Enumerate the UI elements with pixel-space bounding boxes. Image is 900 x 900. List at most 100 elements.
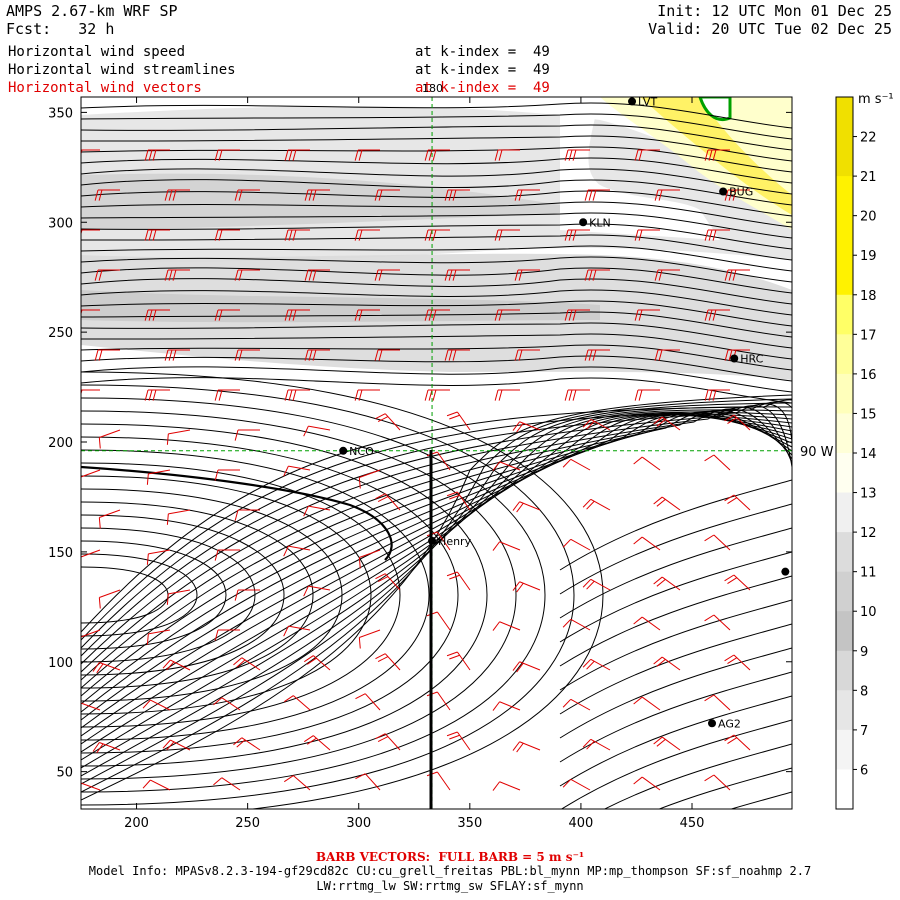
wind-barb-flag (728, 269, 733, 281)
wind-barb (359, 629, 381, 638)
colorbar-label: 10 (860, 605, 877, 620)
wind-barb-flag (584, 189, 589, 201)
colorbar-swatch (836, 690, 853, 731)
wind-barb (81, 702, 101, 711)
wind-barb-flag (446, 411, 458, 417)
wind-barb-flag (234, 349, 239, 361)
wind-barb-flag (452, 189, 457, 201)
wind-barb-flag (494, 389, 499, 401)
station-marker (628, 97, 637, 106)
streamline (559, 671, 792, 763)
wind-barb-flag (172, 189, 177, 201)
wind-barb-flag (582, 578, 592, 588)
station-label: HRC (740, 353, 763, 366)
streamline-axis-bold (81, 465, 393, 561)
wind-barb-flag (377, 656, 389, 663)
wind-barb-flag (288, 309, 293, 321)
colorbar-swatch (836, 611, 853, 652)
streamline (81, 179, 792, 206)
streamline (81, 256, 792, 283)
field-level-streamlines: at k-index = 49 (415, 62, 550, 78)
model-title: AMPS 2.67-km WRF SP (6, 2, 178, 20)
wind-barb-flag (724, 414, 735, 422)
wind-barb-flag (358, 309, 363, 321)
colorbar-label: 21 (860, 170, 877, 185)
wind-barb-flag (656, 739, 666, 747)
wind-barb-flag (633, 776, 643, 785)
wind-barb-flag (449, 574, 460, 580)
wind-barb-flag (172, 349, 177, 361)
wind-barb-flag (284, 389, 289, 401)
wind-barb-flag (512, 501, 521, 511)
valid-time: Valid: 20 UTC Tue 02 Dec 25 (648, 20, 892, 38)
station-label: AG2 (718, 717, 741, 730)
wind-barb-flag (238, 269, 243, 281)
colorbar-swatch (836, 294, 853, 335)
wind-barb-flag (712, 229, 717, 241)
wind-barb-flag (378, 349, 383, 361)
wind-barb-flag (283, 775, 294, 783)
wind-barb (359, 469, 381, 478)
streamline (81, 333, 792, 360)
wind-barb-flag (213, 697, 223, 706)
streamline (81, 411, 792, 761)
wind-barb-flag (562, 538, 572, 548)
wind-barb-flag (564, 389, 569, 401)
wind-barb-flag (582, 658, 592, 668)
wind-barb-flag (428, 309, 433, 321)
wind-barb-flag (303, 655, 314, 663)
station-marker (719, 187, 728, 196)
streamline (559, 527, 792, 619)
wind-barb-flag (312, 269, 317, 281)
wind-barb (81, 629, 101, 638)
wind-barb (570, 458, 591, 471)
wind-barb-flag (214, 549, 219, 561)
wind-barb-flag (448, 269, 453, 281)
wind-barb-flag (562, 778, 572, 788)
wind-barb-flag (308, 349, 313, 361)
wind-barb (148, 469, 171, 475)
wind-barb (168, 429, 191, 435)
colorbar-label: 19 (860, 249, 877, 264)
wind-barb-flag (452, 349, 457, 361)
wind-barb-flag (653, 656, 663, 665)
plot-frame (80, 96, 793, 810)
wind-barb-flag (656, 659, 666, 667)
field-level-vectors: at k-index = 49 (415, 80, 550, 96)
field-name-streamlines: Horizontal wind streamlines (8, 62, 236, 78)
wind-barb-flag (586, 740, 595, 750)
wind-barb (150, 779, 171, 791)
streamline (81, 475, 372, 715)
wind-barb (293, 695, 311, 711)
wind-barb-flag (377, 416, 389, 423)
wind-barb-flag (449, 414, 460, 420)
wind-barb-flag (284, 149, 289, 161)
streamline (81, 436, 459, 754)
wind-barb-flag (152, 389, 157, 401)
wind-barb-flag (233, 657, 243, 666)
streamline (559, 647, 792, 739)
streamline (81, 289, 792, 316)
wind-barb-flag (214, 229, 219, 241)
wind-barb-flag (92, 742, 100, 752)
parallel-label: 90 W (800, 445, 834, 460)
wind-barb-flag (306, 737, 317, 745)
streamline (81, 384, 575, 806)
station-label: BUG (729, 185, 753, 198)
wind-barb-flag (452, 269, 457, 281)
wind-barb-flag (634, 309, 639, 321)
wind-barb-flag (234, 269, 239, 281)
wind-barb-flag (704, 309, 709, 321)
wind-barb-flag (148, 389, 153, 401)
wind-barb-flag (166, 513, 169, 525)
wind-barb-flag (732, 269, 737, 281)
wind-barb-flag (375, 653, 386, 660)
wind-barb-flag (449, 494, 460, 500)
wind-barb-flag (572, 309, 577, 321)
wind-barb-flag (164, 269, 169, 281)
wind-barb-flag (492, 461, 501, 471)
wind-barb (308, 425, 331, 431)
colorbar-swatch (836, 492, 853, 533)
wind-barb-flag (728, 189, 733, 201)
streamlines (81, 102, 792, 809)
